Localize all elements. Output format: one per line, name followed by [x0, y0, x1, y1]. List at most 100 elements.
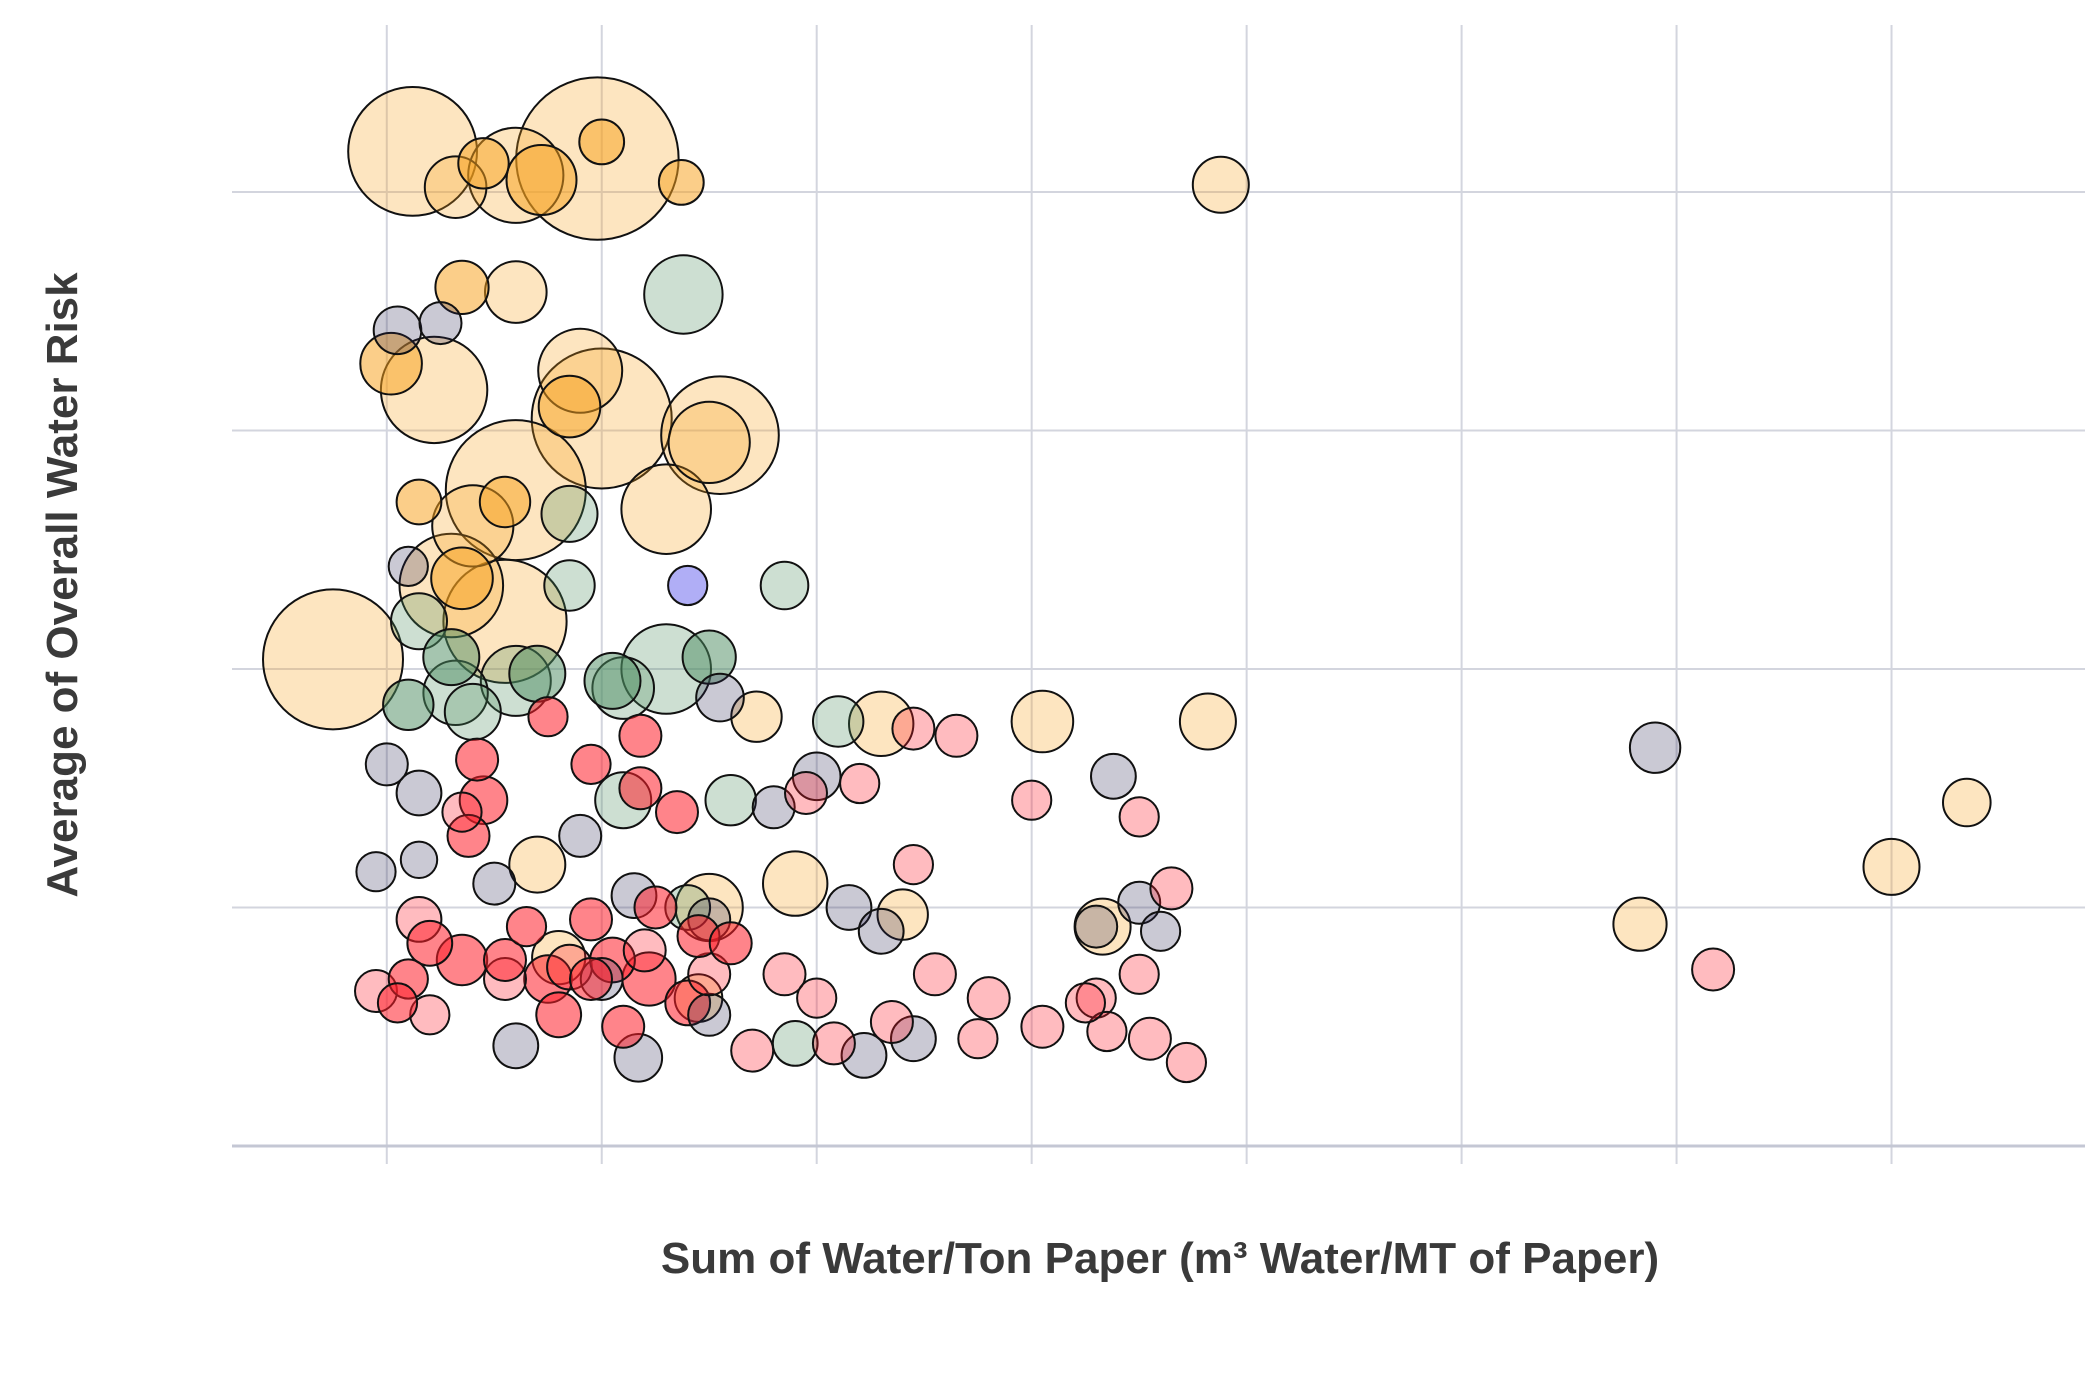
bubble-point[interactable]	[1064, 982, 1107, 1024]
bubble-point[interactable]	[372, 305, 423, 356]
bubble-point[interactable]	[811, 1021, 856, 1066]
bubble-point[interactable]	[812, 695, 865, 748]
bubble-point[interactable]	[569, 957, 613, 1001]
bubble-point[interactable]	[622, 928, 667, 973]
bubble-point[interactable]	[484, 260, 548, 324]
bubble-point[interactable]	[443, 682, 502, 741]
bubble-point[interactable]	[422, 628, 481, 687]
bubble-point[interactable]	[730, 1028, 775, 1073]
bubble-point[interactable]	[483, 938, 527, 982]
bubble-point[interactable]	[708, 921, 753, 966]
bubble-point[interactable]	[633, 885, 678, 930]
bubble-point[interactable]	[771, 1020, 819, 1067]
bubble-point[interactable]	[1118, 953, 1160, 995]
bubble-point[interactable]	[508, 644, 567, 703]
bubble-point[interactable]	[505, 906, 548, 948]
bubble-point[interactable]	[543, 559, 596, 612]
bubble-point[interactable]	[825, 884, 873, 931]
bubble-point[interactable]	[1165, 1041, 1208, 1084]
bubble-point[interactable]	[655, 790, 699, 835]
bubble-point[interactable]	[891, 706, 936, 751]
bubble-point[interactable]	[446, 813, 491, 858]
bubble-point[interactable]	[1127, 1016, 1172, 1061]
bubble-point[interactable]	[620, 463, 713, 556]
bubble-point[interactable]	[376, 982, 419, 1024]
bubble-point[interactable]	[643, 254, 724, 335]
bubble-point[interactable]	[618, 713, 663, 758]
bubble-point[interactable]	[1178, 692, 1237, 751]
bubble-point[interactable]	[558, 813, 603, 858]
bubble-point[interactable]	[355, 851, 397, 893]
bubble-point[interactable]	[762, 850, 829, 917]
bubble-point[interactable]	[569, 897, 613, 942]
bubble-point[interactable]	[430, 546, 494, 611]
bubble-point[interactable]	[1140, 910, 1182, 952]
bubble-point[interactable]	[839, 762, 881, 805]
bubble-point[interactable]	[1090, 752, 1137, 800]
bubble-point[interactable]	[601, 1004, 646, 1049]
bubble-point[interactable]	[262, 588, 404, 731]
bubble-point[interactable]	[1862, 837, 1921, 896]
bubble-point[interactable]	[395, 478, 443, 526]
bubble-point[interactable]	[455, 737, 500, 782]
bubble-point[interactable]	[1086, 1010, 1128, 1053]
bubble-point[interactable]	[1074, 904, 1119, 949]
bubble-point[interactable]	[695, 672, 745, 723]
bubble-point[interactable]	[667, 564, 709, 607]
bubble-point[interactable]	[570, 743, 612, 786]
bubble-point[interactable]	[508, 835, 567, 894]
bubble-point[interactable]	[527, 696, 569, 738]
bubble-point[interactable]	[784, 771, 828, 815]
bubble-point[interactable]	[1691, 947, 1736, 992]
bubble-point[interactable]	[1117, 880, 1162, 925]
bubble-point[interactable]	[395, 769, 443, 817]
bubble-point[interactable]	[418, 301, 463, 346]
bubble-point[interactable]	[382, 678, 435, 731]
bubble-point[interactable]	[406, 919, 454, 967]
bubble-point[interactable]	[912, 952, 957, 997]
bubble-point[interactable]	[399, 840, 439, 879]
bubble-point[interactable]	[578, 118, 626, 166]
bubble-point[interactable]	[687, 992, 732, 1037]
bubble-point[interactable]	[869, 1000, 914, 1044]
bubble-point[interactable]	[1628, 721, 1682, 774]
bubble-point[interactable]	[478, 475, 532, 529]
bubble-point[interactable]	[892, 844, 935, 886]
bubble-point[interactable]	[657, 159, 705, 206]
bubble-point[interactable]	[840, 1032, 888, 1079]
bubble-point[interactable]	[966, 976, 1011, 1021]
bubble-point[interactable]	[492, 1022, 540, 1070]
bubble-point[interactable]	[751, 785, 796, 830]
bubble-point[interactable]	[472, 861, 517, 906]
bubble-point[interactable]	[890, 1015, 937, 1063]
bubble-point[interactable]	[1020, 1004, 1065, 1049]
bubble-point[interactable]	[540, 484, 599, 543]
bubble-point[interactable]	[441, 791, 483, 833]
bubble-point[interactable]	[618, 766, 663, 811]
bubble-point[interactable]	[387, 545, 429, 588]
bubble-point[interactable]	[759, 560, 810, 611]
bubble-point[interactable]	[1612, 896, 1668, 952]
bubble-point[interactable]	[1942, 777, 1992, 828]
bubble-point[interactable]	[1118, 796, 1160, 838]
bubble-point[interactable]	[537, 374, 602, 439]
bubble-point[interactable]	[762, 952, 807, 997]
bubble-point[interactable]	[364, 742, 409, 787]
bubble-point[interactable]	[857, 907, 905, 955]
bubble-point[interactable]	[359, 331, 423, 396]
bubble-point[interactable]	[796, 977, 838, 1019]
bubble-point[interactable]	[535, 991, 583, 1039]
bubble-point[interactable]	[934, 713, 979, 758]
bubble-point[interactable]	[957, 1018, 999, 1060]
bubble-point[interactable]	[681, 629, 737, 685]
bubble-point[interactable]	[1191, 155, 1250, 214]
bubble-point[interactable]	[434, 259, 490, 315]
bubble-point[interactable]	[457, 137, 510, 190]
bubble-point[interactable]	[667, 400, 751, 484]
bubble-point[interactable]	[704, 774, 757, 827]
bubble-point[interactable]	[583, 651, 642, 710]
bubble-point[interactable]	[1149, 866, 1194, 911]
bubble-point[interactable]	[848, 690, 915, 757]
bubble-point[interactable]	[1011, 779, 1053, 821]
bubble-point[interactable]	[1010, 689, 1075, 754]
